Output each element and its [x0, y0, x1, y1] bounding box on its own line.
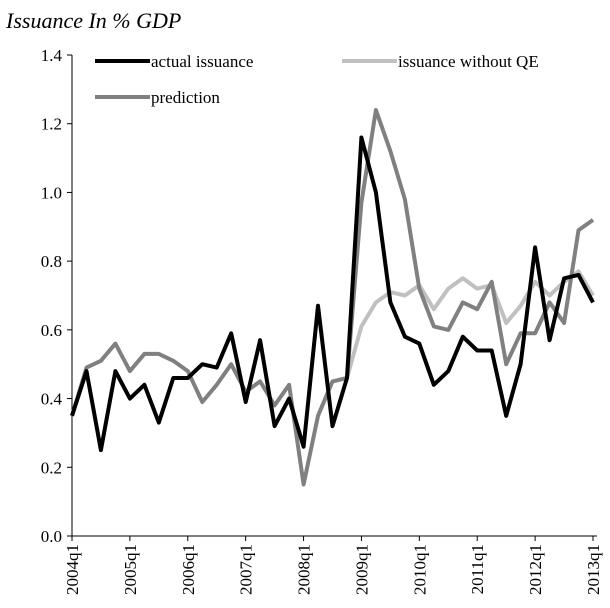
- x-tick-label: 2008q1: [295, 544, 314, 595]
- x-tick-label: 2006q1: [179, 544, 198, 595]
- y-tick-label: 0.0: [41, 527, 62, 546]
- x-tick-label: 2011q1: [468, 544, 487, 594]
- legend-label: prediction: [151, 88, 220, 107]
- series-line: [345, 269, 595, 379]
- x-tick-label: 2009q1: [352, 544, 371, 595]
- series-line: [70, 108, 595, 487]
- x-tick-label: 2004q1: [63, 544, 82, 595]
- y-tick-label: 1.4: [41, 46, 63, 65]
- chart-title: Issuance In % GDP: [5, 8, 181, 33]
- series-line: [70, 135, 595, 453]
- x-tick-label: 2007q1: [237, 544, 256, 595]
- x-tick-label: 2012q1: [526, 544, 545, 595]
- y-tick-label: 0.6: [41, 321, 62, 340]
- y-tick-label: 1.0: [41, 183, 62, 202]
- x-tick-label: 2013q1: [584, 544, 603, 595]
- y-tick-label: 0.2: [41, 458, 62, 477]
- y-tick-label: 0.4: [41, 390, 63, 409]
- y-tick-label: 1.2: [41, 115, 62, 134]
- x-tick-label: 2005q1: [121, 544, 140, 595]
- y-tick-label: 0.8: [41, 252, 62, 271]
- x-tick-label: 2010q1: [410, 544, 429, 595]
- legend-label: issuance without QE: [398, 52, 539, 71]
- legend-label: actual issuance: [151, 52, 253, 71]
